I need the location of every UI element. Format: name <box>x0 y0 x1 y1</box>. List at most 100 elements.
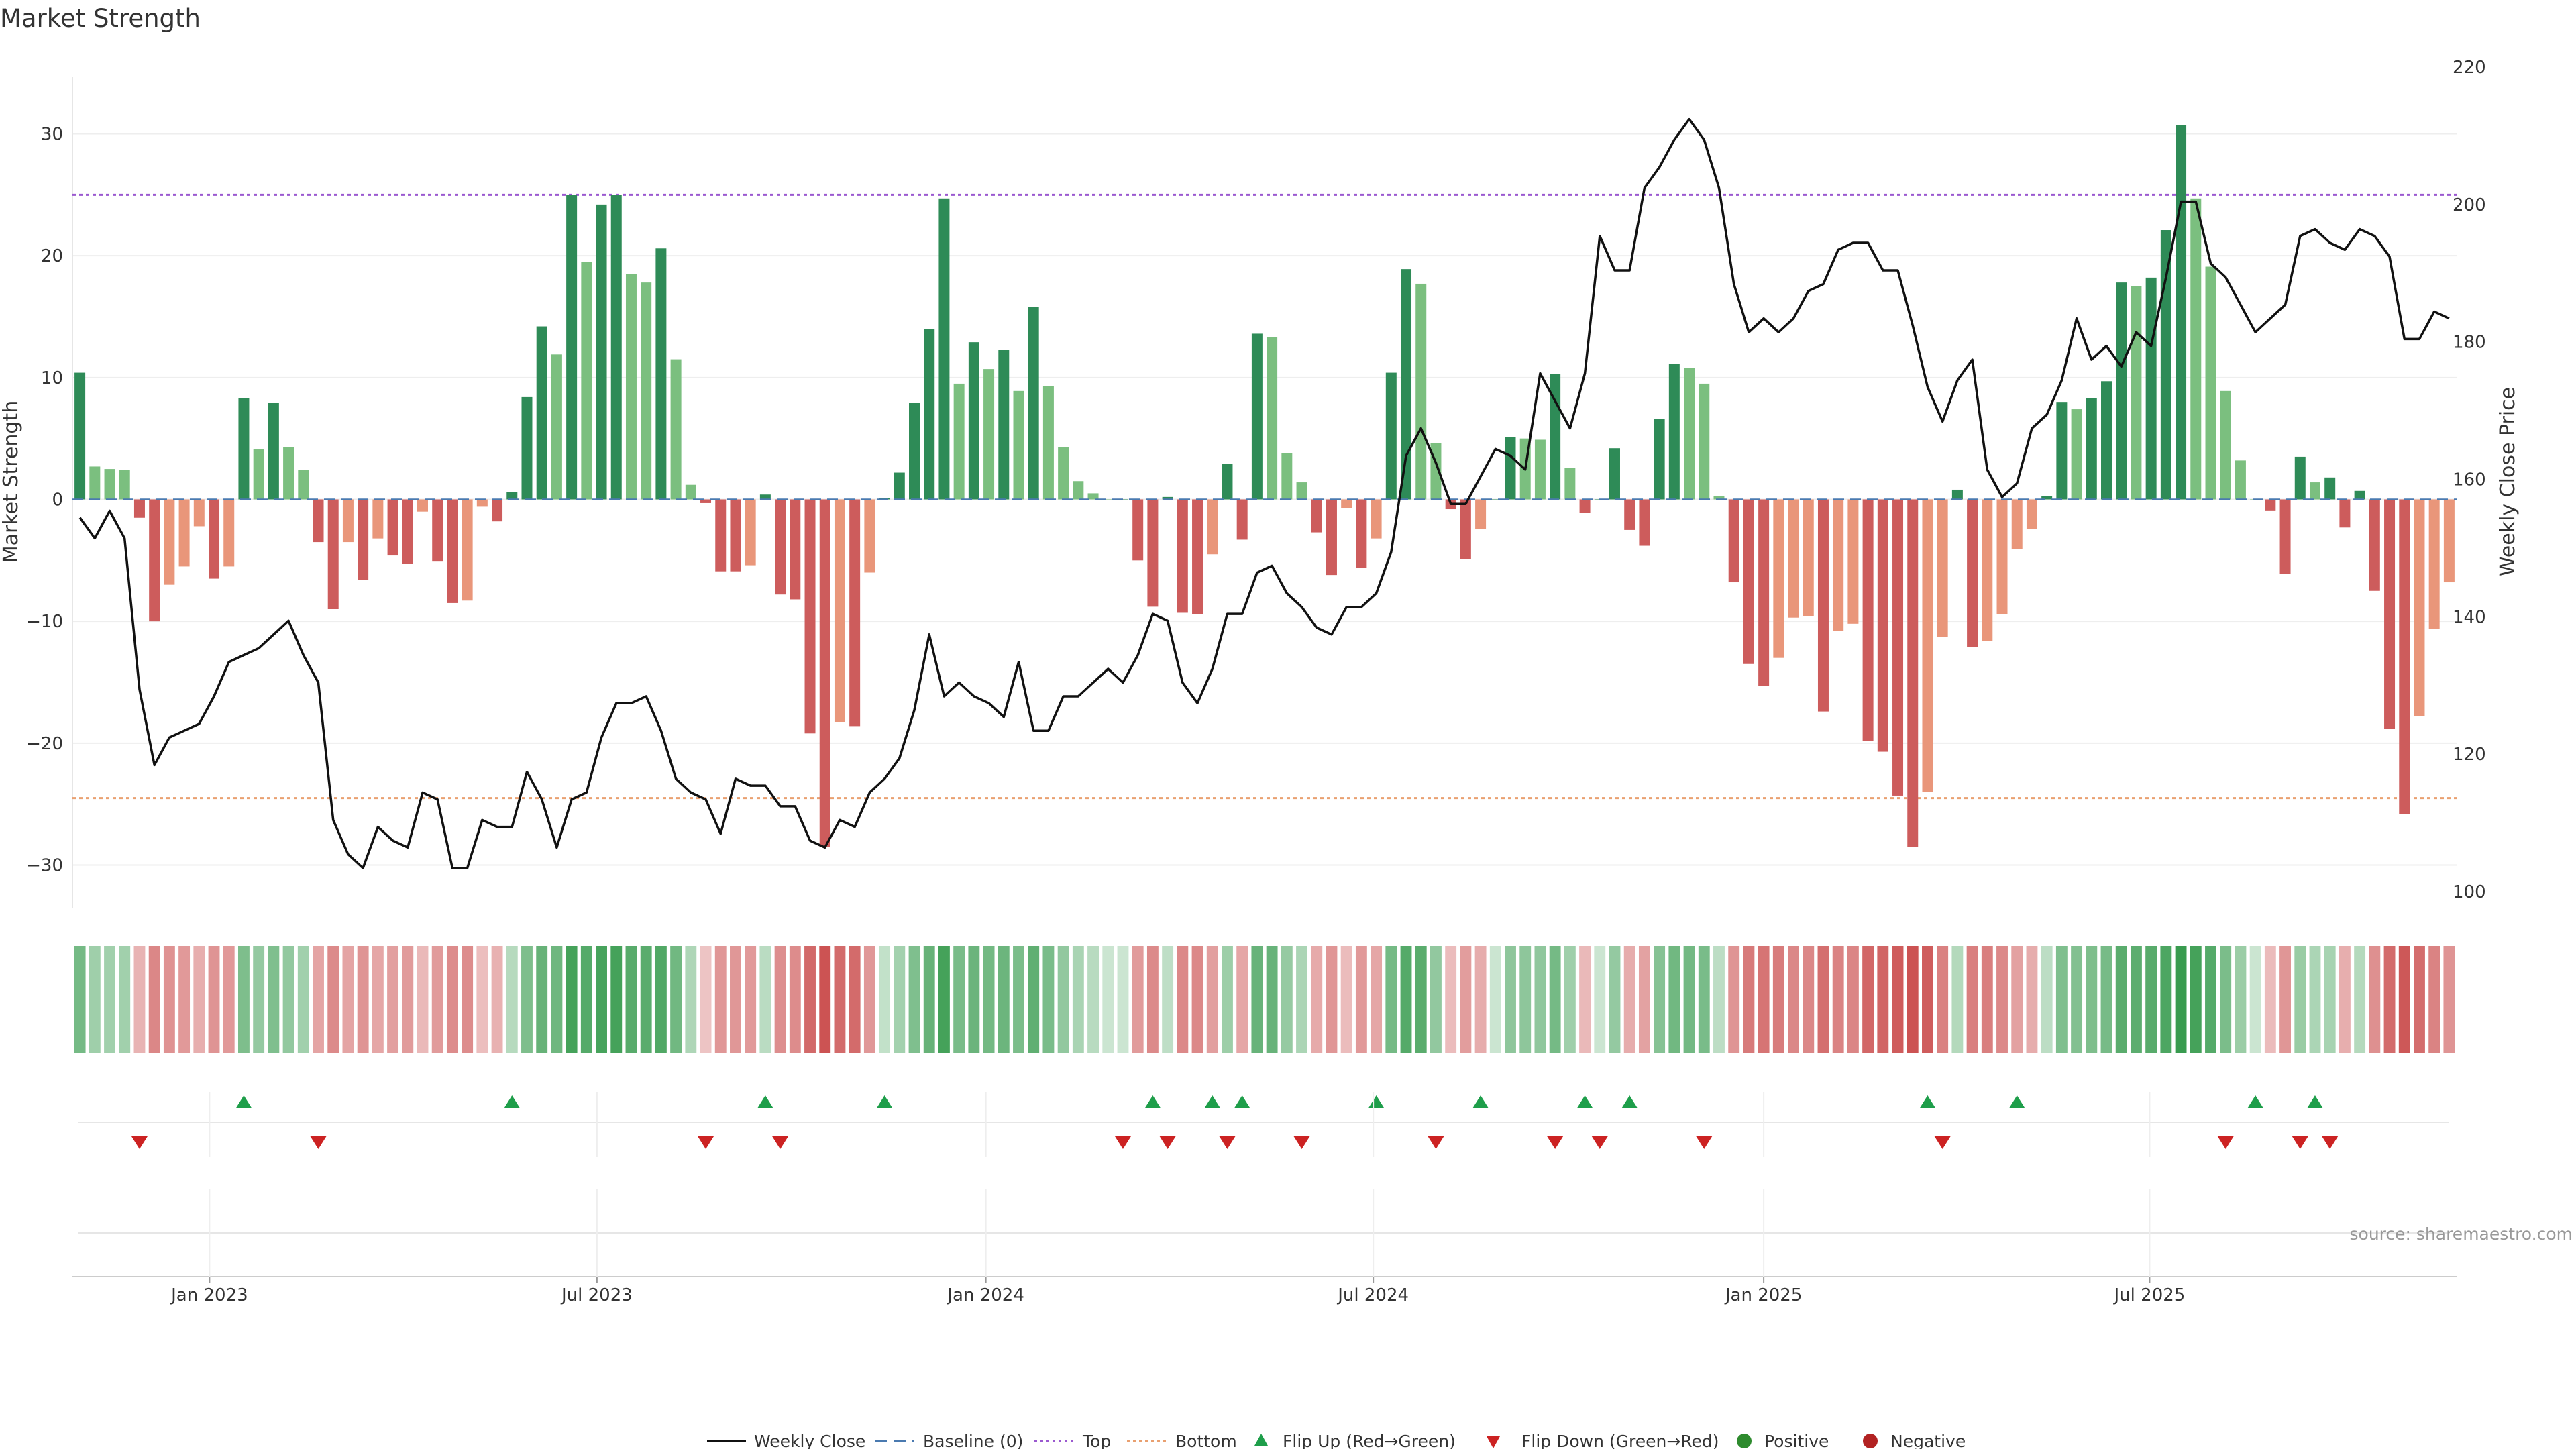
strength-bar <box>1713 496 1725 500</box>
flip-down-marker <box>310 1136 327 1149</box>
strength-bar <box>327 499 339 609</box>
heatmap-cell <box>1772 946 1784 1053</box>
strength-bar <box>492 499 503 522</box>
strength-bar <box>2369 499 2380 591</box>
strength-bar <box>1341 499 1352 508</box>
strength-bar <box>1251 333 1263 500</box>
strength-bar <box>1162 496 1173 500</box>
strength-bar <box>1773 499 1784 658</box>
heatmap-cell <box>2428 946 2440 1053</box>
heatmap-cell <box>2205 946 2216 1053</box>
strength-bar <box>834 499 845 722</box>
strength-bar <box>1579 499 1591 513</box>
strength-bar <box>1401 269 1412 500</box>
heatmap-cell <box>1460 946 1472 1053</box>
flip-down-marker <box>1547 1136 1564 1149</box>
flip-up-marker <box>1234 1095 1250 1108</box>
heatmap-cell <box>610 946 623 1053</box>
heatmap-cell <box>1951 946 1964 1053</box>
strength-bar <box>819 499 830 847</box>
heatmap-cell <box>2115 946 2127 1053</box>
heatmap-cell <box>1072 946 1084 1053</box>
heatmap-cell <box>2383 946 2396 1053</box>
heatmap-cell <box>1847 946 1859 1053</box>
heatmap-cell <box>1907 946 1919 1053</box>
strength-bar <box>1296 482 1307 500</box>
strength-bar <box>1326 499 1337 576</box>
heatmap-cell <box>834 946 846 1053</box>
flip-up-marker <box>1368 1095 1385 1108</box>
y-tick-label: 30 <box>41 125 63 145</box>
flip-up-marker <box>2306 1095 2323 1108</box>
heatmap-cell <box>1400 946 1412 1053</box>
heatmap-cell <box>1355 946 1367 1053</box>
heatmap-cell <box>2309 946 2321 1053</box>
strength-bar <box>894 472 905 500</box>
strength-bar <box>596 204 607 500</box>
y2-tick-label: 160 <box>2453 470 2486 490</box>
heatmap-cell <box>104 946 115 1053</box>
heatmap-cell <box>2160 946 2172 1053</box>
heatmap-cell <box>580 946 592 1053</box>
heatmap-cell <box>1266 946 1278 1053</box>
strength-bar <box>641 282 652 500</box>
heatmap-cell <box>327 946 339 1053</box>
strength-bar <box>1177 499 1188 613</box>
strength-bar <box>1758 499 1770 686</box>
strength-bar <box>625 274 637 500</box>
strength-bar <box>2086 398 2097 500</box>
strength-bar <box>178 499 190 567</box>
strength-bar <box>1609 448 1620 500</box>
heatmap-cell <box>1311 946 1323 1053</box>
y-tick-label: 0 <box>52 490 63 511</box>
strength-bar <box>566 195 578 500</box>
strength-bar <box>417 499 428 512</box>
strength-bar <box>1371 499 1382 539</box>
x-tick-label: Jan 2024 <box>946 1285 1024 1305</box>
flip-down-marker <box>2292 1136 2308 1149</box>
strength-bar <box>104 469 115 500</box>
heatmap-cell <box>923 946 935 1053</box>
heatmap-cell <box>119 946 131 1053</box>
heatmap-cell <box>476 946 488 1053</box>
strength-bar <box>1207 499 1218 555</box>
strength-bar <box>2131 286 2142 500</box>
heatmap-cell <box>1877 946 1889 1053</box>
heatmap-cell <box>759 946 771 1053</box>
strength-bar <box>74 372 86 500</box>
strength-bar <box>2279 499 2291 574</box>
heatmap-cell <box>1519 946 1532 1053</box>
heatmap-cell <box>2026 946 2038 1053</box>
flip-down-marker <box>131 1136 148 1149</box>
strength-bar <box>2443 499 2455 583</box>
legend-positive-dot <box>1737 1434 1752 1448</box>
heatmap-cell <box>938 946 950 1053</box>
strength-bar <box>358 499 369 580</box>
strength-bar <box>1073 481 1084 500</box>
heatmap-cell <box>536 946 548 1053</box>
strength-bar <box>2354 490 2365 500</box>
heatmap-cell <box>700 946 712 1053</box>
heatmap-cell <box>1817 946 1829 1053</box>
strength-bar <box>2071 409 2082 500</box>
strength-bar <box>193 499 205 527</box>
heatmap-cell <box>282 946 294 1053</box>
heatmap-cell <box>1579 946 1591 1053</box>
flip-up-marker <box>1472 1095 1489 1108</box>
heatmap-cell <box>596 946 607 1053</box>
strength-bar <box>759 494 771 500</box>
heatmap-cell <box>74 946 86 1053</box>
strength-bar <box>342 499 354 543</box>
heatmap-cell <box>431 946 443 1053</box>
flip-up-marker <box>876 1095 893 1108</box>
heatmap-cell <box>193 946 205 1053</box>
heatmap-cell <box>1832 946 1844 1053</box>
heatmap-cell <box>223 946 235 1053</box>
heatmap-cell <box>2130 946 2142 1053</box>
heatmap-cell <box>1922 946 1933 1053</box>
heatmap-cell <box>506 946 518 1053</box>
flip-down-marker <box>698 1136 714 1149</box>
heatmap-cell <box>1028 946 1040 1053</box>
strength-bar <box>1907 499 1919 847</box>
